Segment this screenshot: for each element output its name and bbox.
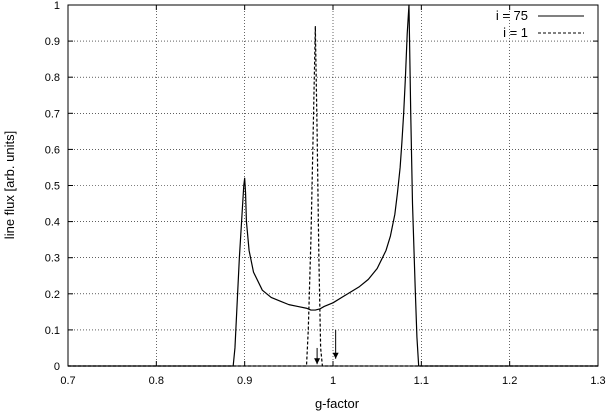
y-tick-label: 0.7 xyxy=(45,108,60,120)
x-tick-label: 0.8 xyxy=(149,375,164,387)
annotation-arrow-head xyxy=(332,352,339,359)
x-tick-label: 1.1 xyxy=(414,375,429,387)
x-tick-label: 1.3 xyxy=(590,375,605,387)
y-tick-label: 0.6 xyxy=(45,144,60,156)
y-axis-ticks: 0 0.1 0.2 0.3 0.4 0.5 0.6 0.7 0.8 0.9 1 xyxy=(45,0,598,373)
x-tick-label: 1.2 xyxy=(502,375,517,387)
y-tick-label: 0.8 xyxy=(45,72,60,84)
y-tick-label: 0.3 xyxy=(45,253,60,265)
y-tick-label: 0 xyxy=(54,361,60,373)
y-tick-label: 0.2 xyxy=(45,289,60,301)
grid-lines xyxy=(68,5,598,366)
y-tick-label: 1 xyxy=(54,0,60,12)
series-line-i1 xyxy=(68,26,598,367)
x-tick-label: 1 xyxy=(330,375,336,387)
x-axis-label: g-factor xyxy=(315,396,360,411)
x-tick-label: 0.7 xyxy=(60,375,75,387)
legend-label-i75: i = 75 xyxy=(496,8,528,23)
y-tick-label: 0.9 xyxy=(45,36,60,48)
x-tick-label: 0.9 xyxy=(237,375,252,387)
annotation-arrow-head xyxy=(314,358,321,365)
y-tick-label: 0.4 xyxy=(45,217,60,229)
series-line-i75 xyxy=(68,4,598,367)
y-tick-label: 0.5 xyxy=(45,181,60,193)
legend-label-i1: i = 1 xyxy=(503,25,528,40)
y-tick-label: 0.1 xyxy=(45,325,60,337)
annotation-layer xyxy=(314,329,339,365)
y-axis-label: line flux [arb. units] xyxy=(2,131,17,239)
legend: i = 75 i = 1 xyxy=(496,8,584,40)
series-layer xyxy=(68,4,598,367)
x-axis-ticks: 0.7 0.8 0.9 1 1.1 1.2 1.3 xyxy=(60,5,606,387)
